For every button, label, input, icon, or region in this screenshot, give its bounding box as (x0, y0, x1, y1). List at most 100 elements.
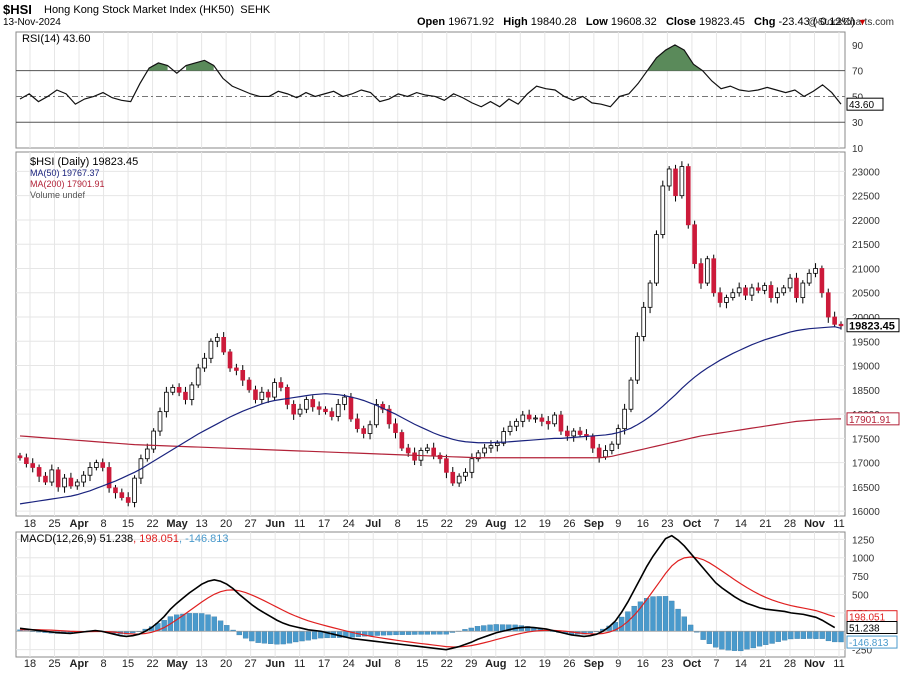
macd-histogram-bar (675, 608, 681, 632)
close-label: Close (665, 16, 696, 28)
candle-down (119, 492, 125, 498)
candle-up (533, 417, 538, 420)
candle-up (635, 336, 640, 381)
candle-down (768, 285, 774, 299)
ticker-symbol[interactable]: $HSI (3, 2, 32, 17)
macd-histogram-bar (650, 596, 656, 632)
ma50-line (19, 326, 842, 505)
low-label: Low (585, 16, 608, 28)
macd-x-tick-label: 29 (465, 658, 477, 670)
candle-down (590, 436, 596, 449)
candle-down (265, 391, 271, 398)
candle-up (157, 411, 163, 432)
macd-histogram-bar (280, 631, 286, 645)
candle-up (304, 399, 309, 410)
candle-up (775, 292, 780, 299)
chart-date: 13-Nov-2024 (3, 17, 61, 28)
stockcharts-logo[interactable]: @StockCharts.com (807, 17, 894, 28)
macd-histogram-bar (274, 631, 280, 645)
chg-label: Chg (754, 16, 776, 28)
high-label: High (503, 16, 528, 28)
candle-down (361, 428, 366, 434)
candle-up (342, 396, 347, 405)
candle-down (176, 386, 182, 393)
candle-down (30, 463, 36, 468)
candle-down (405, 447, 411, 454)
candle-down (558, 414, 564, 432)
candle-up (374, 403, 379, 426)
macd-y-tick-label: 1250 (852, 535, 875, 546)
candle-down (348, 396, 354, 420)
rsi-panel-frame (15, 31, 846, 149)
macd-y-tick-label: 500 (852, 591, 869, 602)
macd-x-tick-label: 8 (100, 658, 106, 670)
macd-x-tick-label: 25 (48, 658, 60, 670)
macd-histogram-bar (261, 631, 268, 644)
candle-up (144, 448, 150, 460)
candle-down (539, 417, 545, 422)
macd-title-params: MACD(12,26,9) (20, 533, 96, 545)
candle-up (647, 282, 653, 308)
macd-value-box (846, 620, 898, 634)
macd-histogram-bar (719, 631, 725, 650)
macd-title-histogram: , -146.813 (179, 533, 229, 545)
price-x-tick-label: 18 (24, 518, 36, 530)
index-name-text: Hong Kong Stock Market Index (HK50) (44, 4, 235, 16)
candle-down (717, 292, 723, 303)
candle-down (794, 277, 799, 299)
candle-down (24, 457, 29, 464)
macd-histogram-bar (825, 631, 832, 642)
macd-histogram-bar (174, 614, 180, 632)
candle-down (565, 430, 570, 437)
candle-up (806, 272, 812, 284)
candle-up (762, 285, 767, 291)
price-panel-frame (15, 151, 846, 517)
macd-histogram-bar (687, 624, 694, 632)
candle-up (469, 458, 475, 473)
price-x-tick-label: 24 (343, 518, 355, 530)
down-triangle-icon: ▼ (858, 17, 867, 27)
candle-down (253, 389, 258, 400)
macd-histogram-bar (744, 631, 750, 650)
candle-down (692, 224, 697, 265)
macd-histogram-bar (644, 598, 650, 632)
macd-y-tick-label: 750 (852, 572, 869, 583)
macd-histogram-bar (481, 625, 487, 632)
candle-up (94, 462, 99, 468)
last-price-box (846, 318, 900, 333)
price-x-tick-label: Oct (683, 518, 702, 530)
macd-histogram-bar (443, 631, 449, 635)
macd-histogram-bar (205, 614, 211, 632)
rsi-title: RSI(14) 43.60 (22, 33, 90, 45)
macd-histogram-bar (236, 631, 243, 636)
candle-down (685, 166, 691, 226)
candle-up (603, 450, 608, 458)
macd-histogram-bar (217, 620, 224, 632)
candle-down (316, 406, 322, 410)
candle-down (526, 414, 532, 420)
macd-title: MACD(12,26,9) 51.238, 198.051, -146.813 (20, 533, 229, 545)
macd-histogram-bar (794, 631, 800, 639)
low-value: 19608.32 (610, 16, 657, 28)
candle-up (615, 428, 621, 445)
price-x-tick-label: 19 (539, 518, 551, 530)
candle-down (291, 403, 296, 415)
macd-histogram-bar (662, 596, 669, 632)
macd-histogram-bar (368, 631, 374, 636)
price-y-tick-label: 22000 (852, 216, 880, 227)
price-x-tick-label: Jul (365, 518, 381, 530)
candle-up (552, 414, 557, 425)
macd-histogram-bar (199, 613, 205, 632)
macd-histogram-bar (800, 631, 807, 639)
candle-down (832, 316, 837, 325)
macd-histogram-bar (487, 624, 493, 632)
macd-histogram-bar (631, 605, 637, 632)
open-label: Open (417, 16, 446, 28)
macd-signal-line (19, 556, 835, 648)
last-price-label: 19823.45 (849, 321, 895, 333)
candle-up (297, 408, 303, 415)
candle-down (386, 408, 392, 425)
macd-histogram-bar (224, 625, 230, 632)
price-x-tick-label: May (166, 518, 188, 530)
